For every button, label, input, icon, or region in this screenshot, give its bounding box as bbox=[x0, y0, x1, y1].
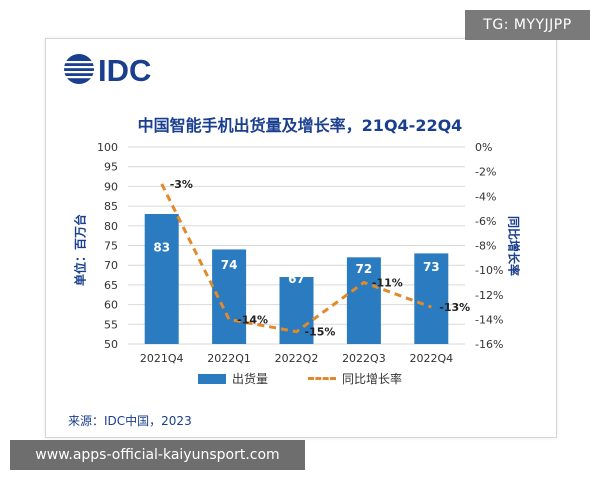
y-tick-label-right: -16% bbox=[475, 338, 503, 351]
legend-bar-swatch bbox=[197, 373, 226, 384]
y-tick-label-right: -2% bbox=[475, 166, 496, 179]
legend-line-label: 同比增长率 bbox=[342, 372, 403, 386]
y-tick-label-right: -8% bbox=[475, 240, 496, 253]
x-tick-label: 2022Q1 bbox=[207, 352, 251, 365]
x-tick-label: 2021Q4 bbox=[140, 352, 184, 365]
growth-value-label: -11% bbox=[372, 276, 403, 289]
growth-value-label: -15% bbox=[305, 326, 336, 339]
y-tick-label-left: 100 bbox=[97, 141, 118, 154]
y-tick-label-left: 60 bbox=[104, 299, 118, 312]
bar bbox=[414, 253, 449, 344]
y-tick-label-right: -14% bbox=[475, 313, 503, 326]
bar-value-label: 83 bbox=[153, 240, 170, 254]
y-tick-label-left: 95 bbox=[104, 161, 118, 174]
bar-value-label: 73 bbox=[423, 260, 440, 274]
y-tick-label-right: -10% bbox=[475, 264, 503, 277]
y-tick-label-left: 80 bbox=[104, 220, 118, 233]
bar bbox=[144, 213, 179, 344]
y-tick-label-right: -12% bbox=[475, 289, 503, 302]
growth-value-label: -14% bbox=[237, 313, 268, 326]
y-tick-label-right: -6% bbox=[475, 215, 496, 228]
legend-line-swatch bbox=[308, 377, 336, 380]
watermark-bottom: www.apps-official-kaiyunsport.com bbox=[10, 440, 305, 470]
y-tick-label-left: 70 bbox=[104, 259, 118, 272]
watermark-top: TG: MYYJJPP bbox=[465, 10, 590, 40]
bar-value-label: 72 bbox=[356, 262, 373, 276]
logo-text: IDC bbox=[98, 53, 151, 86]
bar bbox=[346, 257, 381, 344]
growth-value-label: -13% bbox=[439, 301, 470, 314]
legend-item-line: 同比增长率 bbox=[308, 370, 402, 387]
chart-card bbox=[45, 38, 557, 438]
bar-value-label: 67 bbox=[288, 272, 305, 286]
idc-logo: IDC bbox=[64, 53, 151, 86]
growth-value-label: -3% bbox=[170, 178, 193, 191]
y-tick-label-left: 75 bbox=[104, 240, 118, 253]
x-tick-label: 2022Q4 bbox=[409, 352, 453, 365]
y-tick-label-left: 55 bbox=[104, 318, 118, 331]
legend-bar-label: 出货量 bbox=[231, 372, 268, 386]
y-tick-label-left: 50 bbox=[104, 338, 118, 351]
x-tick-label: 2022Q3 bbox=[342, 352, 386, 365]
legend-item-bar: 出货量 bbox=[197, 370, 268, 387]
y-tick-label-left: 90 bbox=[104, 180, 118, 193]
legend: 出货量 同比增长率 bbox=[0, 370, 600, 387]
y-tick-label-right: 0% bbox=[475, 141, 492, 154]
bar-value-label: 74 bbox=[221, 258, 238, 272]
y-tick-label-right: -4% bbox=[475, 190, 496, 203]
x-tick-label: 2022Q2 bbox=[275, 352, 319, 365]
chart-title: 中国智能手机出货量及增长率，21Q4-22Q4 bbox=[137, 116, 463, 135]
source-note: 来源：IDC中国，2023 bbox=[68, 414, 192, 428]
y-tick-label-left: 85 bbox=[104, 200, 118, 213]
y-tick-label-left: 65 bbox=[104, 279, 118, 292]
